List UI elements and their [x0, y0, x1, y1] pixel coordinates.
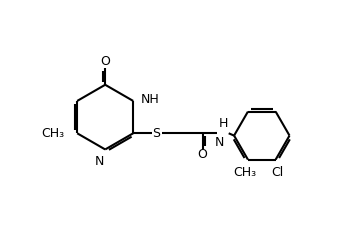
- Text: O: O: [198, 148, 207, 161]
- Text: O: O: [100, 55, 110, 68]
- Text: NH: NH: [141, 93, 160, 106]
- Text: S: S: [152, 127, 160, 140]
- Text: Cl: Cl: [271, 166, 283, 179]
- Text: CH₃: CH₃: [42, 127, 65, 140]
- Text: CH₃: CH₃: [233, 166, 256, 179]
- Text: H: H: [219, 117, 228, 130]
- Text: N: N: [95, 155, 104, 168]
- Text: N: N: [215, 136, 224, 149]
